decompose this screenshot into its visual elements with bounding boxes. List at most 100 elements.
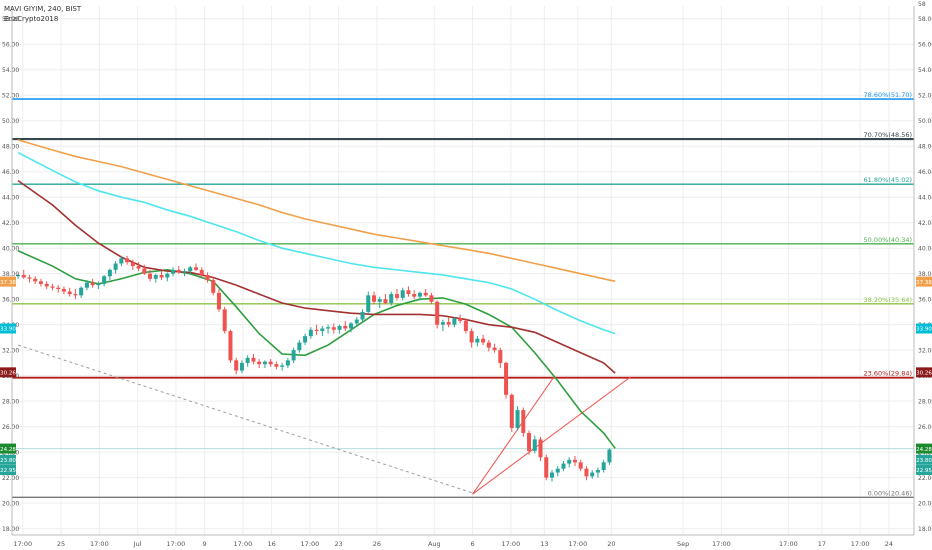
price-badge-label: 23.80 xyxy=(0,458,16,464)
y-tick-label-right: 36.00 xyxy=(918,297,932,304)
candle-body xyxy=(481,338,486,343)
candle-body xyxy=(188,267,193,272)
candle-body xyxy=(326,327,331,329)
candle-body xyxy=(113,263,118,270)
candle-body xyxy=(337,325,342,330)
candle-body xyxy=(165,273,170,278)
x-tick-label: 23 xyxy=(334,540,342,548)
candle-body xyxy=(371,295,377,302)
price-badge xyxy=(0,276,16,287)
candle-body xyxy=(285,360,290,366)
candle-body xyxy=(555,468,560,473)
candle-body xyxy=(440,322,445,325)
y-tick-label-right: 48.00 xyxy=(918,144,932,151)
y-tick-label-right: 22.00 xyxy=(918,475,932,482)
y-tick-label-right: 20.00 xyxy=(918,501,932,508)
trend-lines xyxy=(17,344,631,495)
candle-body xyxy=(486,342,491,348)
moving-average-line xyxy=(17,179,616,374)
price-badge-label: 30.26 xyxy=(0,371,16,377)
candle-body xyxy=(38,281,43,284)
y-tick-label-left: 28.00 xyxy=(2,399,19,406)
y-tick-label-right: 54.00 xyxy=(918,67,932,74)
candle-body xyxy=(50,286,55,288)
candle-body xyxy=(61,288,66,292)
chart-header: MAVI GIYIM, 240, BIST EnaCrypto2018 xyxy=(4,4,81,24)
x-tick-label: 17:00 xyxy=(234,540,253,548)
x-tick-label: 26 xyxy=(373,540,381,548)
candle-body xyxy=(280,365,285,367)
x-tick-label: 16 xyxy=(267,540,275,548)
x-tick-label: 17:00 xyxy=(779,540,798,548)
candle-body xyxy=(492,347,497,351)
candle-body xyxy=(239,362,244,371)
candle-body xyxy=(538,439,543,458)
candle-body xyxy=(262,361,267,365)
candle-body xyxy=(274,364,279,367)
candle-body xyxy=(417,292,422,297)
candle-body xyxy=(90,282,95,286)
y-tick-label-left: 58.00 xyxy=(2,16,19,23)
x-tick-label: Aug xyxy=(428,540,441,548)
candle-body xyxy=(498,350,503,363)
y-tick-label-left: 18.00 xyxy=(2,526,19,533)
y-tick-label-left: 32.00 xyxy=(2,348,19,355)
y-tick-label-right: 28.00 xyxy=(918,399,932,406)
y-tick-label-right: 44.00 xyxy=(918,195,932,202)
candle-body xyxy=(96,283,101,286)
y-tick-label-right: 52.00 xyxy=(918,93,932,100)
candles xyxy=(15,255,612,482)
price-badge-label: 22.95 xyxy=(916,468,932,474)
candle-body xyxy=(79,287,84,296)
candle-body xyxy=(572,459,577,463)
y-tick-label-right: 32.00 xyxy=(918,348,932,355)
x-tick-label: 17:00 xyxy=(90,540,109,548)
y-tick-label-left: 40.00 xyxy=(2,246,19,253)
y-tick-label-left: 42.00 xyxy=(2,220,19,227)
candle-body xyxy=(142,268,147,274)
candle-body xyxy=(21,274,26,278)
candle-body xyxy=(199,269,204,275)
y-tick-label-right: 56.00 xyxy=(918,42,932,49)
candle-body xyxy=(297,342,302,351)
trend-line xyxy=(17,344,473,494)
price-badge xyxy=(0,464,16,475)
x-tick-label: Sep xyxy=(677,540,689,548)
candle-body xyxy=(366,295,371,312)
candle-body xyxy=(509,394,514,428)
price-badge xyxy=(0,443,16,454)
candle-body xyxy=(383,299,388,304)
candle-body xyxy=(561,463,566,469)
price-badge-label: 33.90 xyxy=(0,327,16,333)
y-tick-label-left: 22.00 xyxy=(2,475,19,482)
corner-value: 58 xyxy=(918,1,926,8)
y-tick-label-right: 42.00 xyxy=(918,220,932,227)
indicator-label: EnaCrypto2018 xyxy=(4,15,59,23)
fib-label: 70.70%(48.56) xyxy=(864,131,912,139)
trend-line xyxy=(472,376,631,495)
price-badge xyxy=(0,323,16,334)
price-badge xyxy=(916,276,932,287)
x-tick-label: 9 xyxy=(203,540,207,548)
candle-body xyxy=(584,468,589,477)
candle-body xyxy=(205,274,210,281)
price-badge xyxy=(916,443,932,454)
candle-body xyxy=(412,294,417,297)
candle-body xyxy=(544,457,549,478)
candle-body xyxy=(458,318,463,321)
candle-body xyxy=(73,294,78,296)
candle-body xyxy=(377,299,382,302)
x-tick-label: 17:00 xyxy=(851,540,870,548)
candle-body xyxy=(406,290,411,295)
candle-body xyxy=(44,283,49,287)
candle-body xyxy=(182,271,187,273)
candle-body xyxy=(268,361,273,365)
y-tick-label-left: 38.00 xyxy=(2,271,19,278)
x-tick-label: 17:00 xyxy=(501,540,520,548)
candle-body xyxy=(251,357,256,362)
y-tick-label-left: 20.00 xyxy=(2,501,19,508)
moving-average-line xyxy=(17,250,616,449)
price-badge xyxy=(916,323,932,334)
